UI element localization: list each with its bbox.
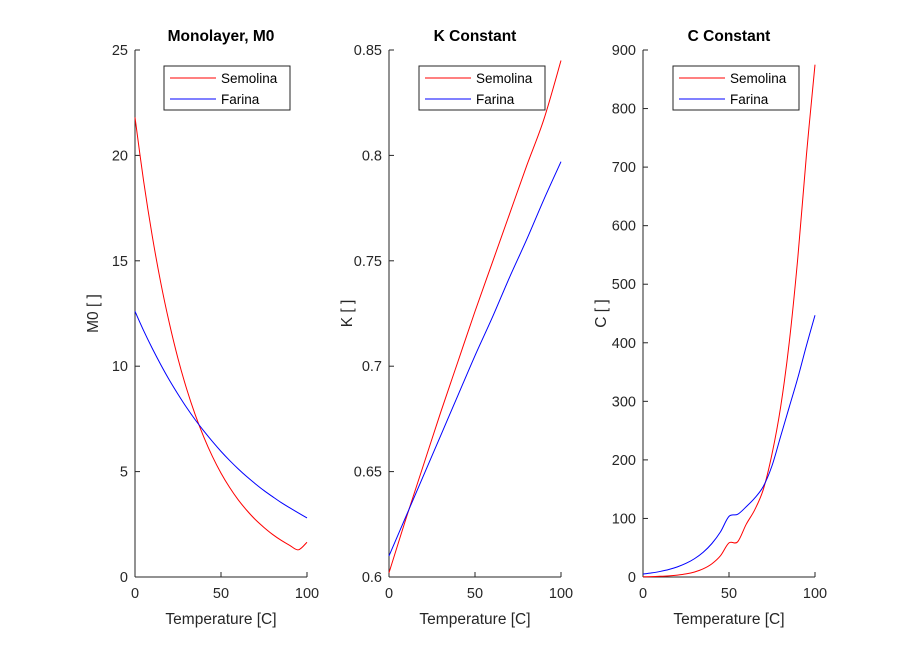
legend: Semolina Farina <box>672 65 800 111</box>
x-tick-label: 50 <box>467 586 483 602</box>
y-tick-label: 0 <box>628 570 636 586</box>
x-tick-label: 100 <box>803 586 827 602</box>
x-tick-label: 0 <box>639 586 647 602</box>
chart-panel-2: 0 50 100 0.6 0.65 0.7 0.75 0.8 0.85 K Constant Tem… <box>339 28 573 628</box>
y-tick-label: 100 <box>612 511 636 527</box>
chart-title: K Constant <box>434 28 517 45</box>
y-tick-label: 300 <box>612 394 636 410</box>
x-tick-label: 100 <box>549 586 573 602</box>
series-line-semolina <box>134 117 308 551</box>
y-tick-label: 500 <box>612 277 636 293</box>
legend-label-semolina: Semolina <box>730 71 787 86</box>
legend-box <box>418 65 546 111</box>
y-axis-label: M0 [ ] <box>85 294 102 333</box>
chart-title: C Constant <box>688 28 771 45</box>
y-tick-label: 0.65 <box>354 465 382 481</box>
y-tick-label: 10 <box>112 359 128 375</box>
y-tick-label: 25 <box>112 43 128 59</box>
y-tick-label: 0.6 <box>362 570 382 586</box>
legend-label-farina: Farina <box>476 92 515 107</box>
chart-panel-3: 0 50 100 0 100 200 300 400 500 600 700 800 900 C Cons… <box>593 28 827 628</box>
series-line-farina <box>642 315 816 575</box>
y-axis-label: C [ ] <box>593 299 610 327</box>
chart-title: Monolayer, M0 <box>168 28 275 45</box>
legend-label-farina: Farina <box>730 92 769 107</box>
y-tick-label: 900 <box>612 43 636 59</box>
y-tick-label: 0.8 <box>362 148 382 164</box>
series-line-farina <box>388 161 562 557</box>
legend-label-semolina: Semolina <box>221 71 278 86</box>
legend-box <box>672 65 800 111</box>
y-tick-label: 0 <box>120 570 128 586</box>
series-line-farina <box>134 311 308 519</box>
y-tick-label: 0.85 <box>354 43 382 59</box>
legend-label-farina: Farina <box>221 92 260 107</box>
legend-box <box>163 65 291 111</box>
y-tick-label: 0.7 <box>362 359 382 375</box>
y-tick-label: 5 <box>120 465 128 481</box>
x-tick-label: 0 <box>385 586 393 602</box>
y-tick-label: 700 <box>612 160 636 176</box>
x-tick-label: 50 <box>721 586 737 602</box>
x-tick-label: 100 <box>295 586 319 602</box>
y-tick-label: 600 <box>612 219 636 235</box>
chart-panel-1: 0 50 100 0 5 10 15 20 25 Monolayer, M0 Temperature… <box>85 28 319 628</box>
x-tick-label: 50 <box>213 586 229 602</box>
x-axis-label: Temperature [C] <box>419 611 530 628</box>
series-line-semolina <box>388 60 562 573</box>
y-tick-label: 0.75 <box>354 254 382 270</box>
y-tick-label: 20 <box>112 148 128 164</box>
y-axis-label: K [ ] <box>339 300 356 328</box>
x-axis-label: Temperature [C] <box>165 611 276 628</box>
legend: Semolina Farina <box>163 65 291 111</box>
x-tick-label: 0 <box>131 586 139 602</box>
y-tick-label: 200 <box>612 453 636 469</box>
legend-label-semolina: Semolina <box>476 71 533 86</box>
legend: Semolina Farina <box>418 65 546 111</box>
y-tick-label: 800 <box>612 102 636 118</box>
y-tick-label: 400 <box>612 336 636 352</box>
x-axis-label: Temperature [C] <box>673 611 784 628</box>
y-tick-label: 15 <box>112 254 128 270</box>
series-line-semolina <box>642 64 816 578</box>
